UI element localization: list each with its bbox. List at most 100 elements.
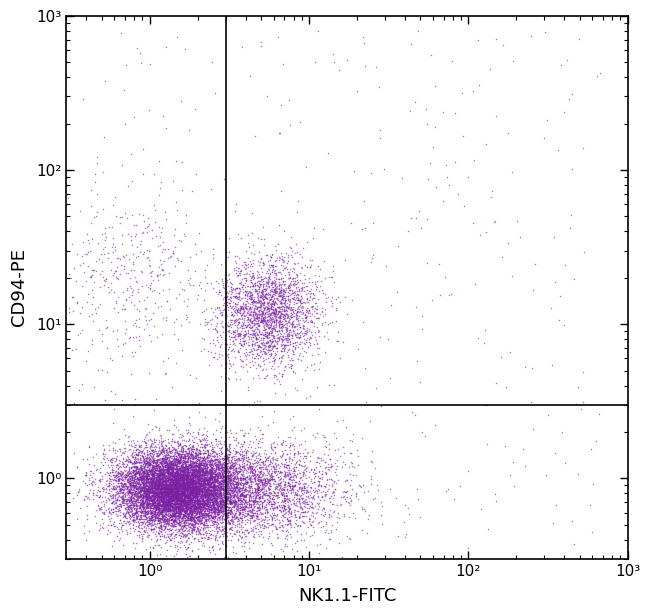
- Point: [165, 529, 176, 539]
- Point: [121, 508, 131, 518]
- Point: [164, 488, 174, 498]
- Point: [160, 523, 170, 533]
- Point: [177, 482, 187, 491]
- Point: [88, 477, 98, 486]
- Point: [177, 468, 188, 478]
- Point: [140, 484, 151, 494]
- Point: [160, 502, 170, 512]
- Point: [261, 477, 271, 486]
- Point: [267, 250, 278, 260]
- Point: [282, 461, 293, 470]
- Point: [156, 482, 166, 491]
- Point: [265, 349, 276, 359]
- Point: [184, 490, 194, 500]
- Point: [173, 490, 183, 499]
- Point: [233, 263, 244, 273]
- Point: [286, 472, 296, 482]
- Point: [215, 503, 226, 513]
- Point: [168, 517, 179, 527]
- Point: [314, 326, 324, 336]
- Point: [176, 501, 186, 510]
- Point: [181, 530, 191, 540]
- Point: [279, 293, 289, 303]
- Point: [181, 490, 192, 499]
- Point: [183, 499, 193, 509]
- Point: [196, 346, 207, 356]
- Point: [197, 494, 207, 504]
- Point: [190, 491, 201, 501]
- Point: [177, 462, 188, 472]
- Point: [179, 510, 189, 520]
- Point: [141, 478, 151, 488]
- Point: [175, 494, 185, 504]
- Point: [158, 486, 168, 496]
- Point: [157, 478, 167, 488]
- Point: [183, 491, 193, 501]
- Point: [158, 492, 168, 502]
- Point: [141, 507, 151, 517]
- Point: [120, 472, 130, 482]
- Point: [142, 480, 152, 490]
- Point: [188, 505, 199, 515]
- Point: [193, 452, 203, 462]
- Point: [190, 481, 200, 491]
- Point: [169, 533, 179, 543]
- Point: [231, 435, 242, 445]
- Point: [127, 494, 137, 504]
- Point: [224, 487, 235, 497]
- Point: [164, 488, 174, 498]
- Point: [201, 514, 211, 524]
- Point: [163, 480, 174, 490]
- Point: [549, 448, 560, 458]
- Point: [227, 304, 238, 314]
- Point: [200, 508, 211, 518]
- Point: [156, 486, 166, 496]
- Point: [173, 511, 183, 521]
- Point: [166, 481, 177, 491]
- Point: [172, 486, 183, 496]
- Point: [154, 490, 164, 499]
- Point: [224, 506, 234, 515]
- Point: [261, 479, 272, 489]
- Point: [202, 279, 212, 288]
- Point: [168, 465, 179, 475]
- Point: [208, 501, 218, 511]
- Point: [244, 269, 254, 279]
- Point: [160, 491, 170, 501]
- Point: [160, 472, 170, 482]
- Point: [269, 331, 280, 341]
- Point: [196, 482, 207, 491]
- Point: [192, 477, 202, 487]
- Point: [305, 311, 315, 321]
- Point: [218, 552, 229, 562]
- Point: [176, 469, 186, 479]
- Point: [195, 496, 205, 506]
- Point: [174, 477, 185, 487]
- Point: [282, 463, 293, 473]
- Point: [172, 478, 182, 488]
- Point: [278, 496, 289, 506]
- Point: [158, 435, 168, 445]
- Point: [231, 512, 242, 522]
- Point: [153, 476, 164, 486]
- Point: [231, 473, 242, 483]
- Point: [181, 456, 191, 466]
- Point: [191, 482, 202, 491]
- Point: [144, 479, 154, 489]
- Point: [236, 477, 246, 486]
- Point: [241, 525, 252, 535]
- Point: [157, 499, 167, 509]
- Point: [190, 469, 201, 479]
- Point: [244, 281, 255, 291]
- Point: [194, 490, 204, 499]
- Point: [197, 466, 207, 475]
- Point: [191, 448, 202, 458]
- Point: [183, 458, 193, 467]
- Point: [300, 365, 310, 375]
- Point: [193, 470, 203, 480]
- Point: [196, 509, 207, 518]
- Point: [227, 501, 238, 510]
- Point: [97, 266, 107, 276]
- Point: [263, 475, 273, 485]
- Point: [266, 470, 276, 480]
